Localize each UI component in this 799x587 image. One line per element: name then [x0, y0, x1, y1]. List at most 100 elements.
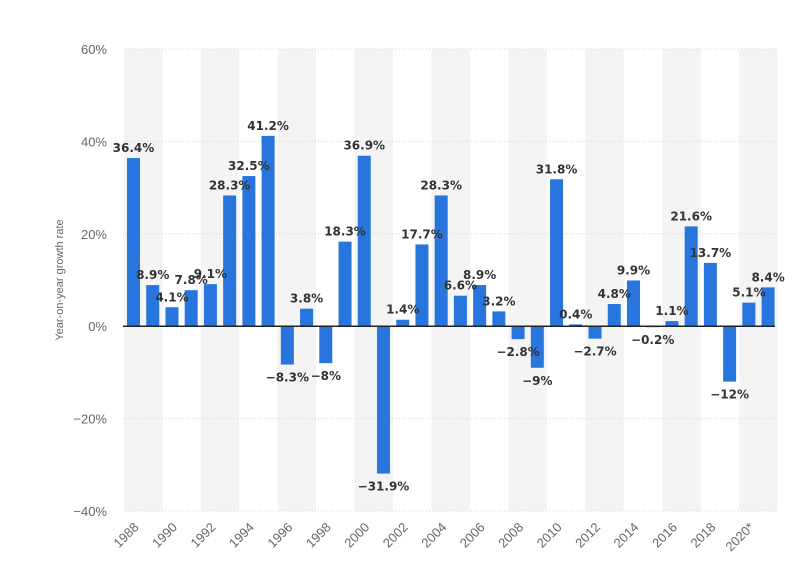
x-tick-label: 1994	[226, 520, 257, 551]
bar-2019[interactable]	[723, 326, 737, 382]
x-tick-label: 2006	[457, 520, 488, 551]
x-tick-label: 2010	[534, 520, 565, 551]
data-label: 28.3%	[420, 178, 462, 192]
data-label: −31.9%	[358, 480, 410, 494]
bar-1998[interactable]	[319, 326, 333, 364]
bar-1993[interactable]	[223, 195, 237, 327]
bar-2006[interactable]	[473, 285, 487, 327]
data-label: 18.3%	[324, 225, 366, 239]
data-label: 8.4%	[751, 270, 784, 284]
y-tick-label: −40%	[73, 504, 107, 519]
y-axis-ticks: −40% −20% 0% 20% 40% 60%	[73, 42, 107, 519]
bar-2016[interactable]	[665, 321, 679, 327]
bar-2010[interactable]	[550, 179, 564, 327]
y-tick-label: 40%	[81, 134, 107, 149]
bar-1991[interactable]	[184, 290, 198, 327]
data-label: 1.1%	[655, 304, 688, 318]
x-axis-ticks: 1988 1990 1992 1994 1996 1998 2000 2002 2004 2006…	[111, 520, 757, 555]
data-label: 7.8%	[175, 273, 208, 287]
y-tick-label: 0%	[88, 319, 107, 334]
x-tick-label: 2020*	[722, 520, 757, 555]
bars	[127, 135, 775, 474]
x-tick-label: 2016	[649, 520, 680, 551]
x-tick-label: 1996	[264, 520, 295, 551]
x-tick-label: 2014	[611, 520, 642, 551]
x-tick-label: 2012	[572, 520, 603, 551]
x-tick-label: 1992	[187, 520, 218, 551]
bar-2009[interactable]	[530, 326, 544, 368]
data-label: −0.2%	[631, 333, 674, 347]
data-label: −8%	[311, 369, 341, 383]
y-tick-label: −20%	[73, 412, 107, 427]
data-label: 31.8%	[536, 162, 578, 176]
bar-2007[interactable]	[492, 311, 506, 327]
data-label: 5.1%	[732, 286, 765, 300]
x-tick-label: 1988	[111, 520, 142, 551]
bar-2005[interactable]	[453, 295, 467, 327]
x-tick-label: 2002	[380, 520, 411, 551]
bar-2012[interactable]	[588, 326, 602, 339]
x-tick-label: 2008	[495, 520, 526, 551]
y-tick-label: 20%	[81, 227, 107, 242]
data-labels: 36.4% 8.9% 4.1% 7.8%9.1% 28.3% 32.5% 41.2% −8.3…	[113, 119, 785, 494]
bar-2004[interactable]	[434, 195, 448, 327]
data-label: 0.4%	[559, 307, 592, 321]
data-label: 9.1%	[194, 267, 227, 281]
data-label: 8.9%	[463, 268, 496, 282]
bar-2002[interactable]	[396, 319, 410, 327]
column-band	[508, 49, 547, 511]
bar-2020*[interactable]	[742, 302, 756, 327]
bar-1996[interactable]	[280, 326, 294, 365]
bar-1992[interactable]	[203, 284, 217, 327]
data-label: −2.7%	[573, 345, 616, 359]
bar-2021*[interactable]	[761, 287, 775, 327]
data-label: −9%	[522, 374, 552, 388]
data-label: 28.3%	[209, 178, 251, 192]
bar-1989[interactable]	[146, 285, 160, 327]
data-label: −8.3%	[266, 371, 309, 385]
bar-1990[interactable]	[165, 307, 179, 327]
y-tick-label: 60%	[81, 42, 107, 57]
data-label: 36.9%	[343, 139, 385, 153]
bar-1988[interactable]	[127, 158, 140, 327]
bar-2013[interactable]	[607, 304, 621, 327]
bar-2017[interactable]	[684, 226, 698, 327]
data-label: 41.2%	[247, 119, 289, 133]
bar-2000[interactable]	[357, 155, 371, 327]
data-label: 8.9%	[136, 268, 169, 282]
x-tick-label: 1998	[303, 520, 334, 551]
data-label: 36.4%	[113, 141, 155, 155]
data-label: 13.7%	[690, 246, 732, 260]
bar-1997[interactable]	[300, 308, 314, 327]
bar-2018[interactable]	[703, 262, 717, 327]
data-label: 9.9%	[617, 263, 650, 277]
x-tick-label: 2000	[341, 520, 372, 551]
data-label: 1.4%	[386, 303, 419, 317]
data-label: 32.5%	[228, 159, 270, 173]
bar-1995[interactable]	[261, 135, 275, 327]
bar-2014[interactable]	[626, 280, 640, 327]
bar-1999[interactable]	[338, 241, 352, 327]
bar-2011[interactable]	[569, 324, 583, 327]
y-axis-title: Year-on-year growth rate	[54, 219, 66, 340]
column-band	[277, 49, 317, 511]
x-tick-label: 2018	[687, 520, 718, 551]
data-label: 21.6%	[670, 209, 712, 223]
bar-2008[interactable]	[511, 326, 525, 340]
data-label: 4.8%	[598, 287, 631, 301]
data-label: −12%	[710, 388, 749, 402]
data-label: 17.7%	[401, 227, 443, 241]
data-label: −2.8%	[496, 345, 539, 359]
data-label: 3.2%	[482, 294, 515, 308]
data-label: 3.8%	[290, 292, 323, 306]
bar-1994[interactable]	[242, 176, 256, 327]
bar-2003[interactable]	[415, 244, 429, 327]
x-tick-label: 1990	[149, 520, 180, 551]
data-label: 6.6%	[444, 279, 477, 293]
x-tick-label: 2004	[418, 520, 449, 551]
column-band	[585, 49, 624, 511]
bar-2001[interactable]	[376, 326, 390, 474]
column-band	[739, 49, 778, 511]
